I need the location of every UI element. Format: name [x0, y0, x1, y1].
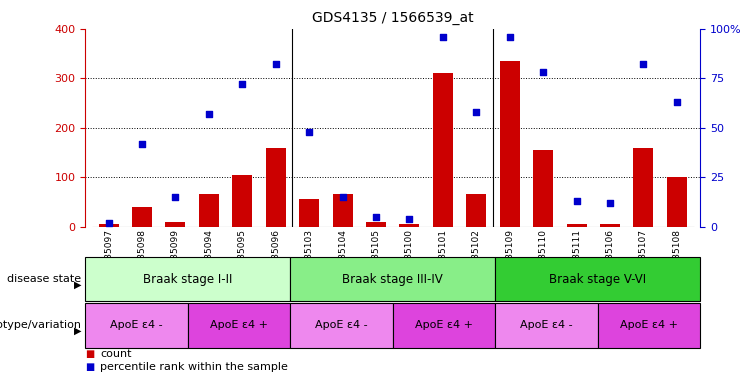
Point	[571, 198, 582, 204]
Bar	[495, 257, 700, 301]
Text: Braak stage V-VI: Braak stage V-VI	[549, 273, 646, 286]
Text: ■: ■	[85, 362, 94, 372]
Text: ApoE ε4 -: ApoE ε4 -	[110, 320, 163, 331]
Point	[637, 61, 649, 68]
Text: ApoE ε4 +: ApoE ε4 +	[210, 320, 268, 331]
Text: ApoE ε4 +: ApoE ε4 +	[415, 320, 473, 331]
Bar	[132, 207, 152, 227]
Point	[270, 61, 282, 68]
Bar	[634, 149, 654, 227]
Text: count: count	[100, 349, 132, 359]
Point	[604, 200, 616, 206]
Bar	[667, 177, 687, 227]
Bar	[499, 61, 519, 227]
Point	[336, 194, 348, 200]
Point	[404, 215, 416, 222]
Bar	[290, 257, 495, 301]
Bar	[598, 303, 700, 348]
Bar	[85, 303, 187, 348]
Bar	[187, 303, 290, 348]
Bar	[466, 194, 486, 227]
Text: ■: ■	[85, 349, 94, 359]
Text: disease state: disease state	[7, 274, 82, 285]
Text: ApoE ε4 +: ApoE ε4 +	[620, 320, 678, 331]
Bar	[290, 303, 393, 348]
Title: GDS4135 / 1566539_at: GDS4135 / 1566539_at	[312, 11, 473, 25]
Bar	[495, 303, 598, 348]
Point	[103, 220, 115, 226]
Point	[537, 69, 549, 75]
Bar	[533, 150, 554, 227]
Bar	[99, 224, 119, 227]
Bar	[232, 175, 253, 227]
Bar	[567, 224, 587, 227]
Point	[504, 34, 516, 40]
Bar	[333, 194, 353, 227]
Text: genotype/variation: genotype/variation	[0, 320, 82, 331]
Bar	[165, 222, 185, 227]
Point	[671, 99, 682, 105]
Bar	[366, 222, 386, 227]
Bar	[266, 149, 286, 227]
Text: ApoE ε4 -: ApoE ε4 -	[315, 320, 368, 331]
Bar	[85, 257, 290, 301]
Bar	[399, 224, 419, 227]
Text: ▶: ▶	[74, 326, 82, 336]
Text: percentile rank within the sample: percentile rank within the sample	[100, 362, 288, 372]
Bar	[199, 194, 219, 227]
Bar	[299, 199, 319, 227]
Point	[236, 81, 248, 87]
Point	[471, 109, 482, 115]
Point	[370, 214, 382, 220]
Text: Braak stage I-II: Braak stage I-II	[143, 273, 233, 286]
Text: ApoE ε4 -: ApoE ε4 -	[520, 320, 573, 331]
Text: Braak stage III-IV: Braak stage III-IV	[342, 273, 443, 286]
Bar	[600, 224, 620, 227]
Point	[303, 129, 315, 135]
Bar	[393, 303, 495, 348]
Point	[136, 141, 148, 147]
Point	[170, 194, 182, 200]
Point	[203, 111, 215, 117]
Text: ▶: ▶	[74, 280, 82, 290]
Point	[437, 34, 449, 40]
Bar	[433, 73, 453, 227]
